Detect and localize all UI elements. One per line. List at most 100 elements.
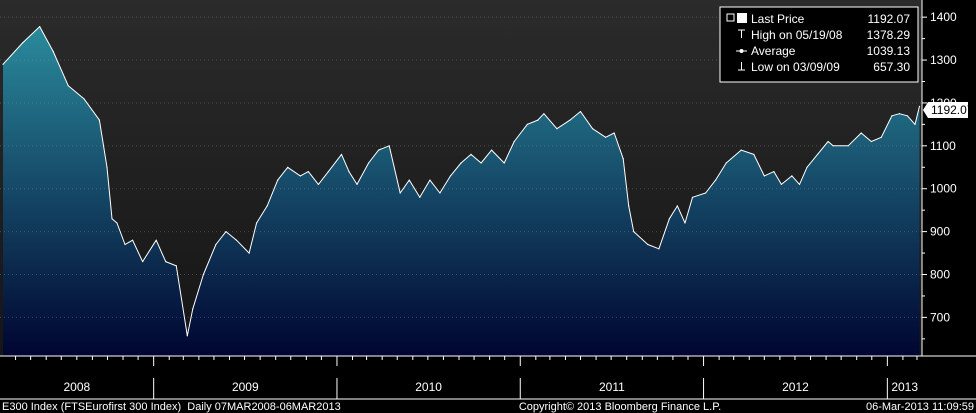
data-point (399, 192, 401, 194)
data-point (791, 175, 793, 177)
data-point (537, 119, 539, 121)
year-label: 2009 (232, 380, 259, 394)
data-point (299, 175, 301, 177)
data-point (317, 183, 319, 185)
last-price-tag: 1192.07 (923, 102, 974, 118)
year-label: 2012 (782, 380, 809, 394)
data-point (605, 136, 607, 138)
data-point (429, 179, 431, 181)
data-point (753, 153, 755, 155)
legend: Last Price 1192.07 High on 05/19/08 1378… (719, 6, 919, 83)
data-point (235, 239, 238, 241)
data-point (39, 26, 41, 28)
data-point (705, 192, 707, 194)
data-point (340, 153, 343, 155)
data-point (569, 119, 571, 121)
data-point (628, 205, 630, 207)
data-point (368, 162, 370, 164)
legend-value: 1039.13 (867, 44, 911, 58)
year-label: 2011 (599, 380, 625, 394)
low-marker-icon (738, 62, 745, 71)
data-point (526, 123, 528, 125)
legend-label: Average (751, 44, 796, 58)
y-tick-label: 800 (930, 268, 950, 282)
data-point (419, 196, 421, 198)
price-area (3, 26, 920, 356)
data-point (449, 175, 452, 177)
data-point (378, 149, 380, 151)
data-point (647, 243, 649, 246)
data-point (740, 149, 742, 151)
data-point (543, 113, 545, 115)
legend-item-low: Low on 03/09/09 657.30 (738, 60, 910, 74)
data-point (816, 153, 819, 155)
data-point (898, 113, 901, 115)
y-tick-label: 900 (930, 225, 950, 239)
data-point (918, 105, 921, 107)
data-point (773, 171, 775, 173)
data-point (847, 145, 849, 147)
data-point (307, 171, 309, 173)
footer-center: Copyright© 2013 Bloomberg Finance L.P. (519, 401, 721, 413)
legend-item-high: High on 05/19/08 1378.29 (738, 28, 910, 42)
legend-label: High on 05/19/08 (751, 28, 843, 42)
high-marker-icon (738, 29, 745, 38)
filled-square-icon (737, 13, 747, 23)
last-price-tag-label: 1192.07 (931, 103, 974, 117)
data-point (684, 222, 686, 224)
data-point (592, 128, 594, 130)
year-label: 2008 (63, 380, 90, 394)
data-point (906, 115, 909, 117)
y-tick-label: 1100 (930, 139, 956, 153)
legend-label: Last Price (751, 12, 805, 26)
data-point (725, 162, 727, 164)
data-point (52, 50, 54, 53)
data-point (579, 110, 582, 113)
data-point (860, 132, 862, 134)
price-line (2, 26, 920, 337)
data-point (633, 231, 635, 233)
data-point (622, 158, 624, 160)
year-label: 2010 (415, 380, 442, 394)
data-point (2, 63, 4, 65)
y-tick-label: 1300 (930, 53, 957, 67)
data-point (832, 145, 834, 147)
data-point (256, 222, 258, 224)
legend-value: 657.30 (873, 60, 910, 74)
data-point (348, 171, 350, 173)
data-point (891, 115, 893, 117)
data-point (491, 149, 493, 151)
data-point (111, 218, 113, 220)
data-point (460, 162, 462, 164)
y-tick-label: 1000 (930, 182, 957, 196)
year-label: 2013 (891, 380, 918, 394)
data-point (480, 162, 482, 164)
data-point (658, 248, 660, 250)
data-point (116, 222, 118, 224)
data-point (124, 243, 126, 246)
data-point (780, 183, 783, 185)
data-point (287, 166, 289, 168)
data-point (691, 196, 694, 198)
data-point (827, 140, 829, 143)
data-point (668, 218, 671, 220)
data-point (327, 171, 329, 173)
data-point (22, 42, 24, 44)
data-point (408, 179, 410, 181)
data-point (266, 205, 268, 207)
footer-left: E300 Index (FTSEurofirst 300 Index) Dail… (2, 401, 341, 413)
data-point (613, 132, 615, 134)
data-point (798, 183, 801, 185)
data-point (98, 119, 100, 121)
data-point (186, 335, 188, 337)
data-point (67, 85, 69, 87)
data-point (763, 175, 765, 177)
data-point (503, 162, 505, 164)
data-point (513, 140, 515, 143)
data-point (388, 145, 390, 147)
data-point (225, 231, 227, 233)
data-point (914, 123, 916, 125)
data-point (806, 166, 808, 168)
legend-label: Low on 03/09/09 (751, 60, 840, 74)
data-point (142, 261, 144, 263)
